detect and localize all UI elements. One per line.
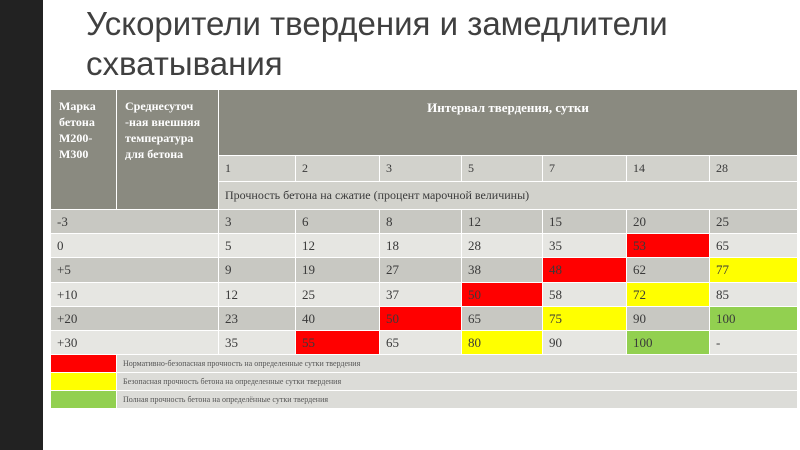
table-cell: 80 [461,330,543,355]
table-cell: 5 [218,233,296,258]
legend-swatch-green [50,390,117,409]
table-cell: 23 [218,306,296,331]
day-header: 1 [218,155,296,182]
table-cell: 53 [626,233,710,258]
table-cell: 9 [218,257,296,283]
table-cell: 55 [295,330,380,355]
table-cell: 75 [542,306,627,331]
table-cell: 50 [379,306,462,331]
row-temperature: -3 [50,209,219,234]
table-cell: 19 [295,257,380,283]
table-cell: 35 [218,330,296,355]
day-header: 2 [295,155,380,182]
header-temperature: Среднесуточ -ная внешняя температура для… [116,89,219,210]
table-cell: 25 [295,282,380,307]
legend-text: Полная прочность бетона на определённые … [115,390,799,409]
table-cell: 37 [379,282,462,307]
table-cell: 12 [218,282,296,307]
table-cell: 90 [626,306,710,331]
legend-swatch-red [50,354,117,373]
table-cell: 28 [461,233,543,258]
table-cell: 8 [379,209,462,234]
table-cell: 27 [379,257,462,283]
table-cell: 3 [218,209,296,234]
page-title: Ускорители твердения и замедлители схват… [86,5,668,82]
table-cell: - [708,330,799,355]
table-cell: 15 [542,209,627,234]
table-cell: 90 [542,330,627,355]
table-cell: 40 [295,306,380,331]
day-header: 7 [542,155,627,182]
table-cell: 65 [461,306,543,331]
table-cell: 58 [542,282,627,307]
table-cell: 35 [542,233,627,258]
table-cell: 62 [626,257,710,283]
legend-text: Безопасная прочность бетона на определен… [115,372,799,391]
table-cell: 77 [708,257,799,283]
left-accent-bar [0,0,43,450]
row-temperature: +5 [50,257,219,283]
day-header: 14 [626,155,710,182]
table-cell: 18 [379,233,462,258]
day-header: 3 [379,155,462,182]
header-grade: Марка бетона М200-М300 [50,89,117,210]
row-temperature: +20 [50,306,219,331]
row-temperature: +30 [50,330,219,355]
table-cell: 20 [626,209,710,234]
table-cell: 85 [708,282,799,307]
table-cell: 48 [542,257,627,283]
table-cell: 100 [708,306,799,331]
row-temperature: 0 [50,233,219,258]
table-cell: 38 [461,257,543,283]
table-cell: 6 [295,209,380,234]
strength-label: Прочность бетона на сжатие (процент маро… [217,181,799,210]
day-header: 5 [461,155,543,182]
row-temperature: +10 [50,282,219,307]
table-cell: 25 [708,209,799,234]
table-cell: 100 [626,330,710,355]
day-header: 28 [708,155,799,182]
legend-text: Нормативно-безопасная прочность на опред… [115,354,799,373]
table-cell: 12 [295,233,380,258]
header-interval: Интервал твердения, сутки [217,89,799,156]
table-cell: 50 [461,282,543,307]
table-cell: 72 [626,282,710,307]
legend-swatch-yellow [50,372,117,391]
hardening-table: Марка бетона М200-М300 Среднесуточ -ная … [50,89,799,409]
table-cell: 65 [379,330,462,355]
table-cell: 12 [461,209,543,234]
table-cell: 65 [708,233,799,258]
